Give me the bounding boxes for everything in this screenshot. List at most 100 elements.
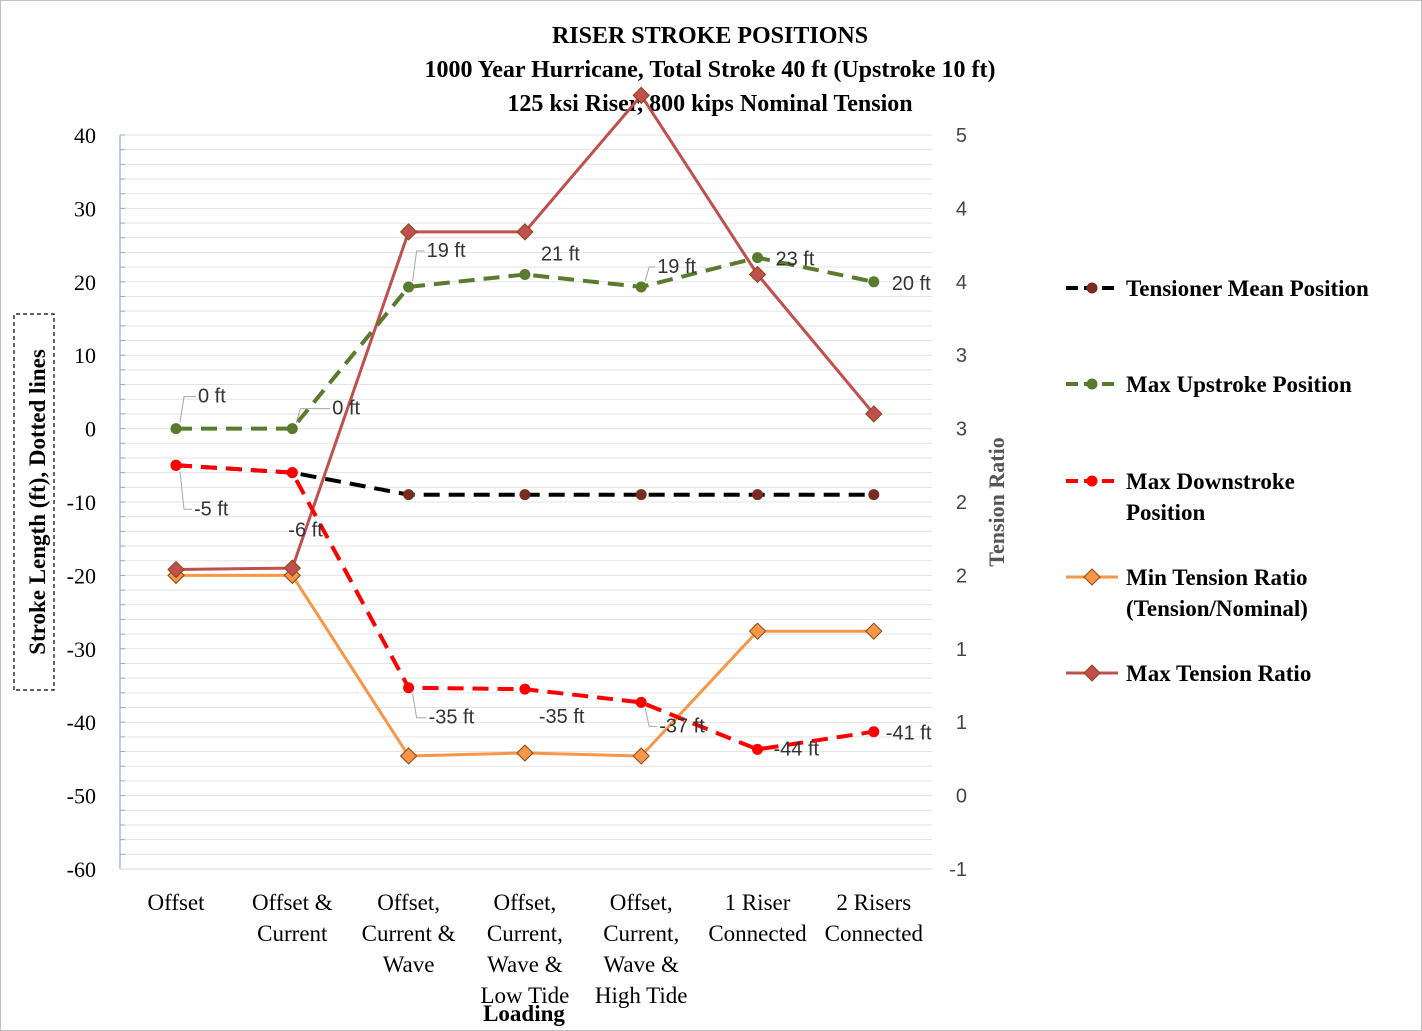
y-right-tick-label: 2 bbox=[956, 492, 967, 514]
y-right-tick-label: 3 bbox=[956, 419, 967, 441]
data-point bbox=[748, 622, 767, 640]
data-point bbox=[1086, 475, 1098, 487]
x-category-label: 2 Risers bbox=[836, 890, 911, 915]
legend-label: Max Upstroke Position bbox=[1126, 372, 1352, 397]
data-label-leader bbox=[295, 408, 331, 423]
x-category-label: High Tide bbox=[595, 983, 688, 1008]
data-point bbox=[516, 223, 534, 241]
x-category-label: Offset, bbox=[610, 890, 673, 915]
data-point bbox=[752, 489, 763, 501]
data-point bbox=[403, 489, 415, 501]
y-right-tick-label: 1 bbox=[956, 639, 967, 661]
legend-label: Max Tension Ratio bbox=[1126, 661, 1311, 686]
data-point bbox=[167, 560, 185, 579]
x-category-label: 1 Riser bbox=[725, 890, 791, 915]
y-left-tick-label: -50 bbox=[67, 784, 96, 809]
series-tensioner-mean-position bbox=[170, 459, 880, 501]
data-label: -35 ft bbox=[539, 706, 585, 728]
y-right-tick-label: 1 bbox=[956, 712, 967, 734]
data-point bbox=[519, 683, 531, 695]
series-max-downstroke-position bbox=[170, 459, 880, 755]
y-right-tick-label: 4 bbox=[956, 272, 967, 294]
y-left-tick-label: -30 bbox=[67, 637, 96, 662]
data-label: 19 ft bbox=[657, 256, 696, 278]
y-right-tick-label: 2 bbox=[956, 565, 967, 587]
x-category-label: Current, bbox=[603, 921, 679, 946]
data-point bbox=[286, 467, 298, 479]
x-category-label: Current & bbox=[362, 921, 456, 946]
data-point bbox=[170, 423, 182, 435]
series-max-upstroke-position bbox=[170, 252, 880, 435]
data-point bbox=[1083, 664, 1101, 682]
data-label-leader bbox=[412, 250, 425, 282]
x-category-label: Connected bbox=[825, 921, 924, 946]
data-point bbox=[868, 726, 880, 738]
data-point bbox=[283, 559, 302, 577]
data-label: 0 ft bbox=[198, 386, 226, 408]
chart-title-line: 1000 Year Hurricane, Total Stroke 40 ft … bbox=[424, 57, 995, 83]
legend-item: Min Tension Ratio (Tension/Nominal) bbox=[1066, 565, 1308, 621]
x-category-label: Wave & bbox=[603, 952, 679, 977]
data-point bbox=[403, 281, 415, 293]
y-right-tick-label: 3 bbox=[956, 345, 967, 367]
y-axis-left-label-box bbox=[13, 313, 55, 691]
data-label: -41 ft bbox=[886, 723, 932, 745]
legend-label: (Tension/Nominal) bbox=[1126, 596, 1308, 621]
data-label-leader bbox=[179, 471, 192, 510]
data-label-leader bbox=[412, 693, 427, 719]
legend-item: Max Downstroke Position bbox=[1066, 469, 1295, 525]
chart-title-line: RISER STROKE POSITIONS bbox=[552, 23, 868, 49]
legend-item: Max Upstroke Position bbox=[1066, 372, 1352, 397]
data-label-leader bbox=[644, 266, 656, 282]
data-labels-1: 0 ft 0 ft 19 ft 21 ft 19 ft 23 ft 20 ft bbox=[179, 240, 931, 423]
data-point bbox=[865, 405, 883, 423]
data-point bbox=[752, 252, 763, 264]
y-right-tick-labels: 5 4 4 3 3 2 2 1 1 0 -1 bbox=[949, 125, 967, 881]
y-left-tick-label: 30 bbox=[74, 196, 96, 221]
data-label: 21 ft bbox=[541, 243, 580, 265]
legend-label: Position bbox=[1126, 500, 1205, 525]
series-max-tension-ratio bbox=[167, 86, 883, 579]
series-line bbox=[176, 255, 875, 431]
data-point bbox=[519, 489, 531, 501]
x-category-label: Offset & bbox=[252, 890, 333, 915]
x-category-label: Current, bbox=[487, 921, 563, 946]
data-point bbox=[868, 489, 880, 501]
data-label: 23 ft bbox=[776, 249, 815, 271]
x-category-label: Offset, bbox=[377, 890, 440, 915]
y-right-tick-label: 4 bbox=[956, 198, 967, 220]
chart-title: RISER STROKE POSITIONS 1000 Year Hurrican… bbox=[424, 23, 995, 117]
data-label: -44 ft bbox=[774, 738, 820, 760]
y-left-tick-label: -10 bbox=[67, 490, 96, 515]
data-point bbox=[632, 747, 650, 765]
data-label: 19 ft bbox=[427, 240, 466, 262]
legend-label: Tensioner Mean Position bbox=[1126, 276, 1369, 301]
data-point bbox=[519, 268, 531, 280]
data-point bbox=[635, 696, 647, 708]
data-point bbox=[635, 489, 647, 501]
x-axis-label: Loading bbox=[483, 1001, 565, 1026]
y-left-tick-label: -40 bbox=[67, 710, 96, 735]
series-line bbox=[175, 463, 875, 752]
data-point bbox=[632, 86, 650, 105]
data-point bbox=[748, 265, 767, 284]
data-label: -35 ft bbox=[429, 707, 475, 729]
data-label-leader bbox=[179, 396, 196, 423]
y-right-tick-label: 5 bbox=[956, 125, 967, 147]
data-label: -37 ft bbox=[659, 715, 705, 737]
y-axis-right-label: Tension Ratio bbox=[984, 437, 1009, 566]
data-labels-2: -5 ft -6 ft -35 ft -35 ft -37 ft -44 ft -41 ft bbox=[179, 471, 932, 760]
x-category-label: Wave & bbox=[487, 952, 563, 977]
data-point bbox=[865, 622, 883, 640]
legend-item: Max Tension Ratio bbox=[1066, 661, 1311, 686]
x-category-label: Current bbox=[257, 921, 328, 946]
y-left-tick-label: 20 bbox=[74, 270, 96, 295]
data-point bbox=[399, 747, 418, 765]
x-category-label: Connected bbox=[708, 921, 807, 946]
data-point bbox=[399, 223, 418, 241]
data-label: -6 ft bbox=[288, 520, 323, 542]
y-left-tick-labels: 40 30 20 10 0 -10 -20 -30 -40 -50 -60 bbox=[67, 123, 96, 882]
data-label-leader bbox=[644, 708, 658, 727]
